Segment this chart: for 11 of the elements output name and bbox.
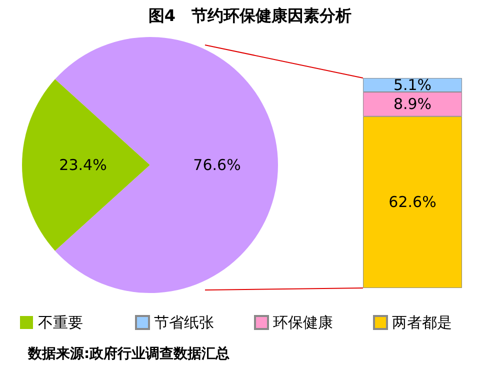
data-label: 23.4% [59,156,107,174]
data-label: 62.6% [388,193,436,212]
data-label: 76.6% [193,156,241,174]
legend-label: 环保健康 [273,314,333,332]
source-note: 数据来源:政府行业调查数据汇总 [28,345,230,363]
legend-label: 不重要 [38,314,83,332]
legend-label: 两者都是 [392,314,452,332]
data-label: 5.1% [393,76,432,94]
legend-label: 节省纸张 [154,314,214,332]
data-label: 8.9% [393,95,432,114]
chart-title: 图4 节约环保健康因素分析 [147,6,353,27]
